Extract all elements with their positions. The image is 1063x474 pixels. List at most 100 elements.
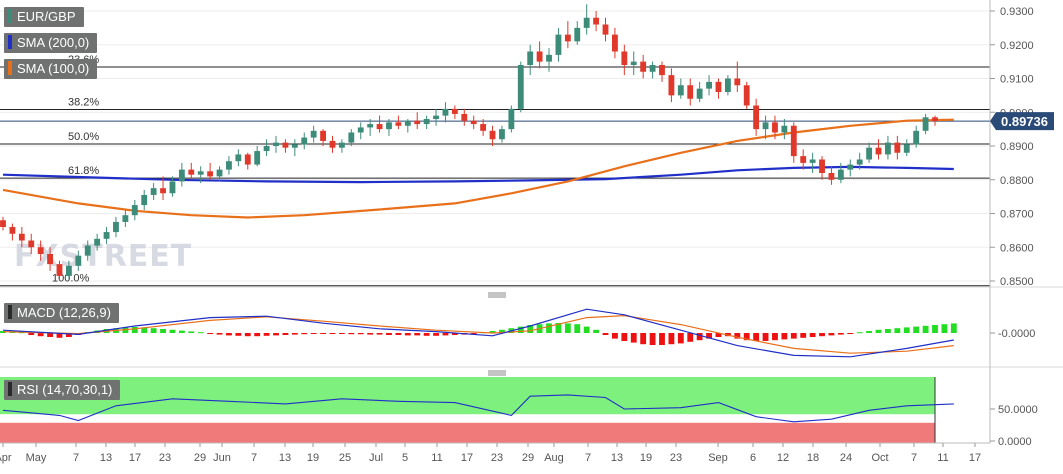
macd-histogram-bar: [593, 329, 600, 333]
candle-body: [640, 61, 647, 72]
candle-body: [141, 194, 148, 206]
candle-body: [329, 140, 336, 148]
candle-body: [593, 17, 600, 25]
candle-body: [254, 151, 261, 165]
date-tick-label: 13: [279, 452, 291, 464]
candle-body: [621, 51, 628, 65]
date-tick-label: 23: [491, 452, 503, 464]
macd-histogram-bar: [527, 325, 534, 333]
date-tick-label: 11: [431, 452, 442, 464]
candle-body: [866, 147, 873, 160]
candle-body: [687, 85, 694, 99]
candle-body: [922, 117, 929, 131]
macd-histogram-bar: [583, 326, 590, 333]
date-tick-label: 23: [670, 452, 682, 464]
candle-body: [103, 232, 110, 239]
macd-histogram-bar: [141, 327, 148, 333]
date-tick-label: 24: [840, 452, 852, 464]
candle-body: [320, 130, 326, 141]
candle-body: [790, 125, 797, 157]
date-tick-label: 13: [611, 452, 623, 464]
macd-histogram-bar: [546, 323, 552, 333]
candle-body: [131, 205, 138, 216]
macd-histogram-bar: [743, 333, 750, 341]
price-tick-label: 0.8800: [1000, 175, 1034, 187]
macd-histogram-bar: [188, 331, 195, 333]
macd-histogram-bar: [621, 333, 628, 341]
candle-body: [913, 130, 920, 145]
candle-body: [461, 113, 468, 121]
candle-body: [470, 120, 477, 125]
macd-histogram-bar: [131, 327, 138, 333]
candle-body: [517, 65, 524, 109]
candle-body: [282, 142, 289, 148]
macd-swatch: [8, 305, 12, 319]
macd-histogram-bar: [150, 328, 157, 333]
candle-body: [56, 264, 63, 276]
fib-level-label: 38.2%: [68, 97, 99, 109]
date-tick-label: 29: [194, 452, 206, 464]
candle-body: [574, 27, 581, 42]
macd-histogram-bar: [291, 333, 298, 335]
candle-body: [894, 142, 901, 153]
macd-histogram-bar: [950, 323, 957, 333]
candle-body: [659, 65, 665, 76]
candle-body: [122, 215, 129, 222]
rsi-tick-label: 0.0000: [998, 436, 1032, 448]
macd-histogram-bar: [160, 329, 166, 333]
candle-body: [0, 220, 6, 227]
macd-histogram-bar: [499, 329, 505, 333]
candle-body: [536, 51, 543, 62]
macd-histogram-bar: [263, 333, 270, 336]
macd-histogram-bar: [37, 333, 44, 337]
macd-histogram-bar: [451, 333, 458, 335]
date-tick-label: 19: [307, 452, 319, 464]
candle-body: [819, 159, 825, 173]
candle-body: [113, 221, 119, 233]
rsi-overbought-zone: [0, 377, 935, 415]
candle-body: [583, 17, 590, 28]
macd-histogram-bar: [564, 323, 571, 333]
macd-line: [2, 308, 954, 358]
date-tick-label: 7: [911, 452, 917, 464]
date-tick-label: 11: [937, 452, 948, 464]
candle-body: [433, 115, 439, 119]
candle-body: [235, 154, 242, 162]
macd-histogram-bar: [65, 333, 72, 337]
candle-body: [160, 188, 166, 194]
macd-histogram-bar: [772, 333, 778, 341]
macd-histogram-bar: [612, 333, 618, 339]
date-tick-label: 18: [807, 452, 819, 464]
candle-body: [386, 122, 392, 130]
macd-histogram-bar: [753, 333, 760, 341]
candle-body: [150, 188, 157, 195]
date-tick-label: 7: [251, 452, 257, 464]
macd-signal-line: [2, 314, 954, 354]
macd-histogram-bar: [226, 333, 232, 336]
candle-body: [564, 34, 571, 42]
macd-histogram-bar: [517, 326, 524, 333]
candle-body: [197, 171, 204, 175]
candle-body: [310, 130, 317, 138]
date-tick-label: 25: [339, 452, 351, 464]
sma100-text: SMA (100,0): [17, 61, 90, 76]
macd-histogram-bar: [922, 325, 929, 333]
candle-body: [753, 105, 760, 130]
price-tick-label: 0.8900: [1000, 141, 1034, 153]
macd-histogram-bar: [254, 333, 261, 337]
macd-histogram-bar: [489, 331, 496, 333]
candle-body: [856, 159, 863, 165]
candle-body: [932, 117, 938, 122]
candle-body: [423, 119, 430, 125]
macd-histogram-bar: [866, 331, 873, 333]
candle-body: [9, 227, 16, 234]
candle-body: [178, 169, 185, 182]
macd-histogram-bar: [555, 323, 562, 333]
macd-histogram-bar: [357, 333, 364, 335]
macd-histogram-bar: [630, 333, 637, 343]
macd-histogram-bar: [668, 333, 675, 345]
candle-body: [649, 65, 656, 72]
date-tick-label: Aug: [544, 452, 564, 464]
